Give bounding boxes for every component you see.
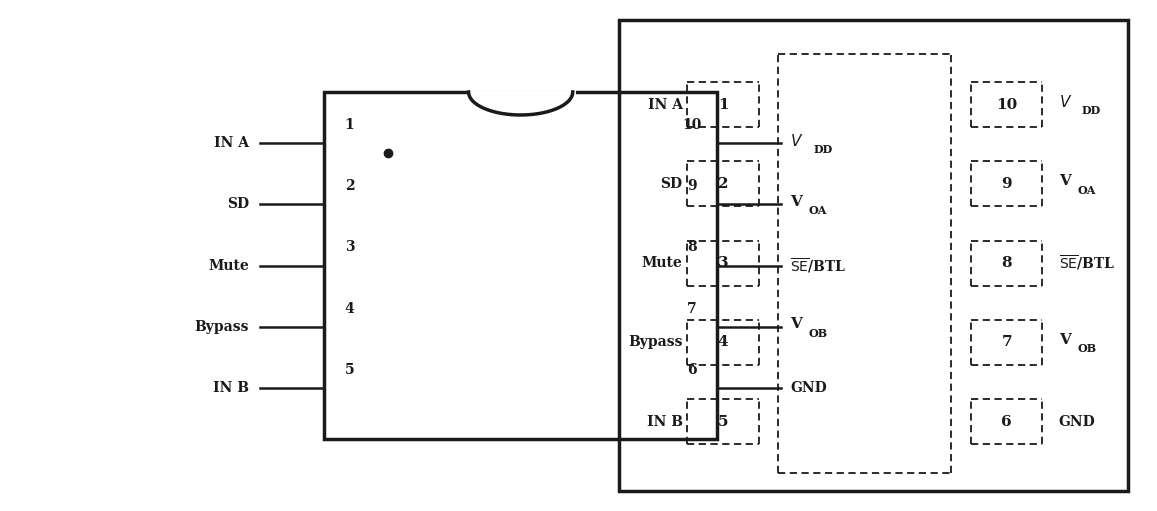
Text: DD: DD <box>1082 105 1101 117</box>
Text: 9: 9 <box>687 179 697 193</box>
Text: V: V <box>790 317 802 332</box>
Text: GND: GND <box>790 381 827 396</box>
Text: OA: OA <box>809 205 827 216</box>
Text: SD: SD <box>227 197 249 212</box>
Text: 4: 4 <box>345 302 354 316</box>
Text: 10: 10 <box>683 118 701 132</box>
Text: IN A: IN A <box>648 98 683 112</box>
Text: SD: SD <box>661 177 683 191</box>
Text: V: V <box>1059 333 1070 347</box>
Text: 5: 5 <box>345 363 354 377</box>
Bar <box>324 92 717 439</box>
Text: 9: 9 <box>1001 177 1012 191</box>
Text: 1: 1 <box>717 98 729 112</box>
Text: 2: 2 <box>345 179 354 193</box>
Text: $\mathit{V}$: $\mathit{V}$ <box>790 132 804 149</box>
Text: 7: 7 <box>687 302 697 316</box>
Text: 7: 7 <box>1001 335 1012 350</box>
Text: OA: OA <box>1077 184 1096 196</box>
Text: OB: OB <box>809 328 828 339</box>
Text: IN A: IN A <box>214 136 249 150</box>
Polygon shape <box>469 92 573 115</box>
Text: Bypass: Bypass <box>628 335 683 350</box>
Text: 6: 6 <box>1001 414 1012 429</box>
Text: 1: 1 <box>345 118 354 132</box>
Text: IN B: IN B <box>647 414 683 429</box>
Text: Bypass: Bypass <box>194 320 249 334</box>
Text: GND: GND <box>1059 414 1096 429</box>
Text: $\overline{\rm SE}$/BTL: $\overline{\rm SE}$/BTL <box>1059 254 1115 272</box>
Text: 3: 3 <box>717 256 729 270</box>
Text: 8: 8 <box>687 241 697 254</box>
Text: 8: 8 <box>1001 256 1012 270</box>
Text: $\mathit{V}$: $\mathit{V}$ <box>1059 94 1073 110</box>
Text: 3: 3 <box>345 241 354 254</box>
Text: 10: 10 <box>996 98 1017 112</box>
Text: 2: 2 <box>717 177 729 191</box>
Text: Mute: Mute <box>642 256 683 270</box>
Text: IN B: IN B <box>213 381 249 396</box>
Text: OB: OB <box>1077 343 1097 354</box>
Text: Mute: Mute <box>208 259 249 273</box>
Bar <box>619 20 1128 491</box>
Text: $\overline{\rm SE}$/BTL: $\overline{\rm SE}$/BTL <box>790 257 847 275</box>
Text: V: V <box>1059 174 1070 189</box>
Text: 4: 4 <box>717 335 729 350</box>
Text: 5: 5 <box>717 414 729 429</box>
Text: V: V <box>790 195 802 209</box>
Text: DD: DD <box>813 144 833 155</box>
Text: 6: 6 <box>687 363 697 377</box>
